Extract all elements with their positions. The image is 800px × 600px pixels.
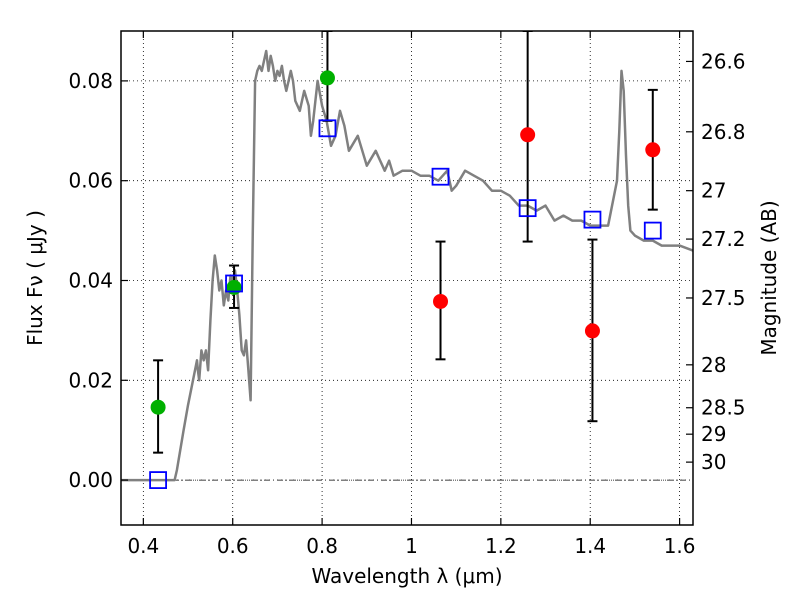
right-tick-label: 28.5: [701, 396, 746, 420]
plot-frame: [120, 30, 694, 526]
right-tick-label: 27: [701, 179, 726, 203]
x-tick-label: 1.4: [574, 534, 606, 558]
y-tick-label: 0.00: [68, 468, 113, 492]
x-tick-label: 1.6: [664, 534, 696, 558]
model-photometry-square: [431, 167, 450, 186]
observed-point-green: [150, 399, 166, 415]
y-tick-label: 0.08: [68, 69, 113, 93]
right-tick-label: 27.5: [701, 286, 746, 310]
observed-point-green: [226, 279, 242, 295]
y-tick-label: 0.04: [68, 268, 113, 292]
x-tick-label: 1: [405, 534, 418, 558]
observed-point-green: [319, 70, 335, 86]
axis-ticks: 0.4 0.6 0.8 1 1.2 1.4 1.6 0.00 0.02 0.04 0.06 0.08 2…: [68, 31, 746, 558]
model-photometry-square: [318, 119, 337, 138]
right-tick-label: 29: [701, 422, 726, 446]
grid-lines: [121, 31, 693, 525]
observed-point-red: [645, 142, 661, 158]
model-spectrum-line: [121, 49, 693, 482]
right-tick-label: 28: [701, 353, 726, 377]
right-tick-label: 26.6: [701, 49, 746, 73]
right-tick-label: 26.8: [701, 120, 746, 144]
model-photometry-square: [643, 221, 662, 240]
x-tick-label: 0.6: [217, 534, 249, 558]
right-tick-label: 30: [701, 450, 726, 474]
y-tick-label: 0.02: [68, 368, 113, 392]
observed-point-red: [584, 323, 600, 339]
model-photometry-square: [149, 471, 167, 489]
x-tick-label: 0.4: [127, 534, 159, 558]
x-tick-label: 0.8: [306, 534, 338, 558]
observed-point-red: [433, 293, 449, 309]
right-tick-label: 27.2: [701, 227, 746, 251]
model-photometry-square: [518, 199, 537, 218]
model-photometry-square: [225, 274, 243, 293]
y-tick-label: 0.06: [68, 169, 113, 193]
right-axis-label: Magnitude (AB): [757, 200, 781, 355]
x-tick-label: 1.2: [485, 534, 517, 558]
observed-point-red: [520, 127, 536, 143]
model-photometry-square: [583, 210, 602, 229]
plot-area: [121, 31, 693, 482]
y-axis-label: Flux Fν ( μJy ): [23, 210, 47, 346]
x-axis-label: Wavelength λ (μm): [311, 564, 502, 588]
